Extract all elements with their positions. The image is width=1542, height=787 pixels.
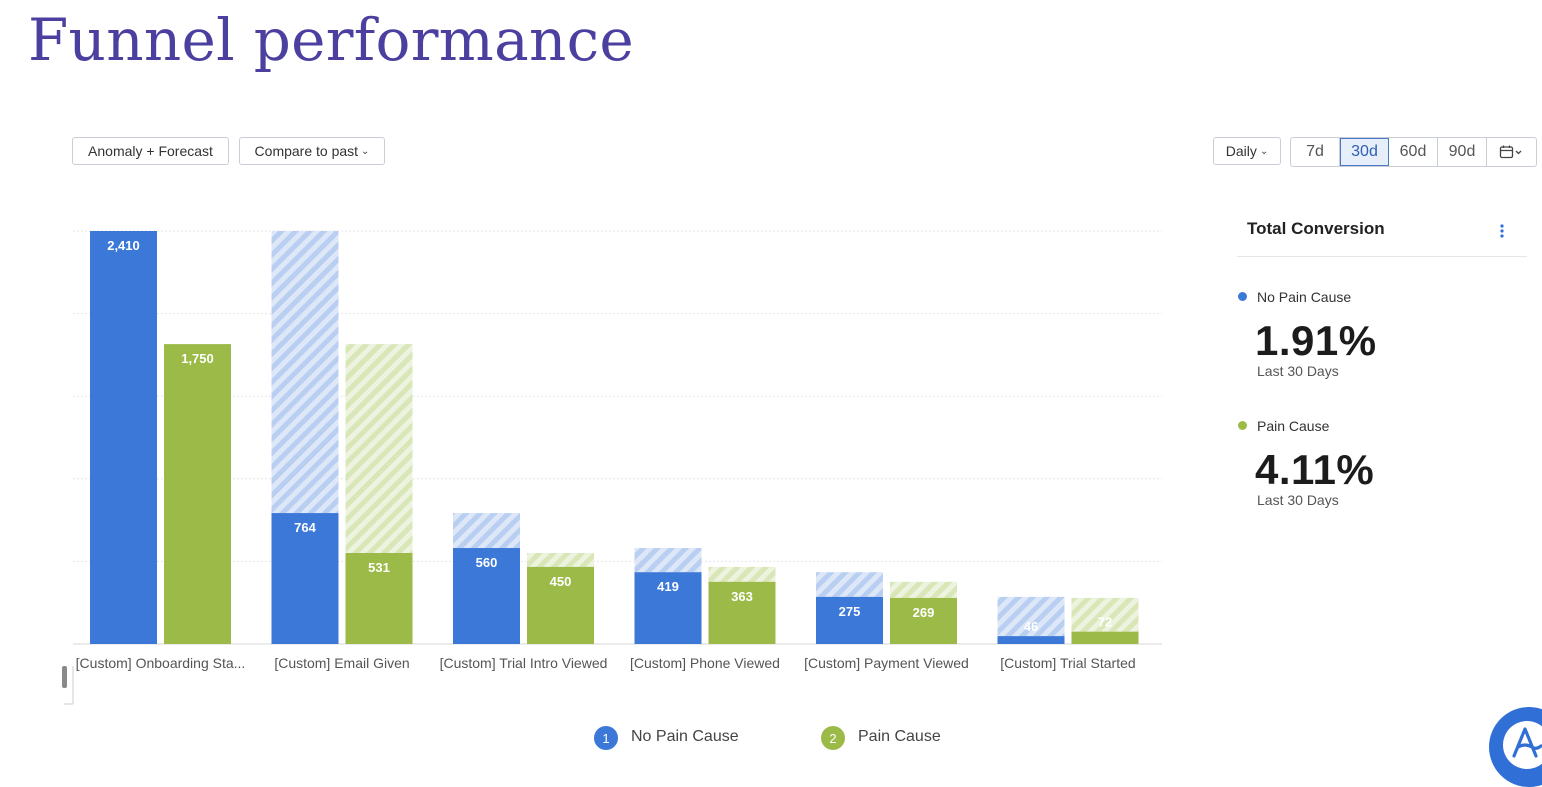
dropoff-bar-no-pain-cause[interactable] — [271, 231, 339, 514]
dropoff-bar-pain-cause[interactable] — [890, 581, 957, 598]
data-label: 560 — [476, 555, 498, 570]
metric-period-no-pain-cause: Last 30 Days — [1257, 363, 1339, 379]
bar-no-pain-cause[interactable] — [453, 548, 520, 644]
category-label: [Custom] Trial Intro Viewed — [440, 655, 608, 671]
bar-no-pain-cause[interactable] — [90, 231, 157, 644]
data-label: 450 — [550, 574, 572, 589]
dropoff-bar-pain-cause[interactable] — [1071, 597, 1139, 632]
legend-badge-pain-cause: 2 — [821, 726, 845, 750]
legend-badge-no-pain-cause: 1 — [594, 726, 618, 750]
chart-grid — [73, 230, 1162, 645]
data-label: 363 — [731, 589, 753, 604]
anomaly-forecast-label: Anomaly + Forecast — [88, 143, 213, 159]
compare-to-past-dropdown[interactable]: Compare to past ⌄ — [239, 137, 385, 165]
dropoff-bar-pain-cause[interactable] — [527, 553, 594, 567]
scroll-handle[interactable] — [62, 666, 74, 705]
chart-bars — [90, 231, 1139, 644]
bar-pain-cause[interactable] — [890, 597, 957, 644]
bar-pain-cause[interactable] — [1071, 631, 1139, 644]
bar-no-pain-cause[interactable] — [271, 513, 339, 644]
data-label: 275 — [839, 604, 861, 619]
bar-pain-cause[interactable] — [527, 566, 594, 644]
category-label: [Custom] Trial Started — [1000, 655, 1135, 671]
data-label: 531 — [368, 560, 390, 575]
metric-name-no-pain-cause: No Pain Cause — [1257, 289, 1352, 305]
more-options-icon[interactable] — [1494, 221, 1510, 241]
dropoff-bar-no-pain-cause[interactable] — [453, 513, 520, 549]
amplitude-logo-icon — [1503, 721, 1542, 769]
panel-divider — [1237, 256, 1527, 257]
bar-no-pain-cause[interactable] — [816, 596, 883, 644]
category-label: [Custom] Email Given — [274, 655, 409, 671]
calendar-picker-button[interactable] — [1487, 138, 1536, 166]
data-label: 72 — [1098, 615, 1112, 630]
date-range-selector: 7d 30d 60d 90d — [1290, 137, 1537, 167]
dropoff-bar-no-pain-cause[interactable] — [997, 596, 1065, 637]
metric-value-pain-cause: 4.11% — [1255, 446, 1375, 493]
metric-dot-no-pain-cause — [1238, 292, 1247, 301]
metric-period-pain-cause: Last 30 Days — [1257, 492, 1339, 508]
chevron-down-icon: ⌄ — [1259, 145, 1269, 157]
dropoff-bar-no-pain-cause[interactable] — [816, 572, 883, 597]
interval-label: Daily — [1225, 143, 1257, 159]
data-label: 269 — [913, 605, 935, 620]
metric-name-pain-cause: Pain Cause — [1257, 418, 1330, 434]
calendar-icon — [1499, 145, 1521, 159]
legend-label-pain-cause: Pain Cause — [858, 728, 941, 745]
dropoff-bar-pain-cause[interactable] — [708, 566, 776, 582]
anomaly-forecast-button[interactable]: Anomaly + Forecast — [72, 137, 229, 165]
category-label: [Custom] Onboarding Sta... — [76, 655, 246, 671]
data-label: 1,750 — [181, 351, 214, 366]
metric-dot-pain-cause — [1238, 421, 1247, 430]
range-60d[interactable]: 60d — [1389, 138, 1438, 166]
category-label: [Custom] Payment Viewed — [804, 655, 969, 671]
bar-no-pain-cause[interactable] — [997, 636, 1065, 644]
category-label: [Custom] Phone Viewed — [630, 655, 780, 671]
metric-value-no-pain-cause: 1.91% — [1255, 317, 1377, 364]
dropoff-bar-no-pain-cause[interactable] — [634, 548, 702, 573]
data-label: 2,410 — [107, 238, 140, 253]
legend-label-no-pain-cause: No Pain Cause — [631, 728, 739, 745]
range-7d[interactable]: 7d — [1291, 138, 1340, 166]
chart-labels: 2,410 1,750 [Custom] Onboarding Sta... 764 5… — [76, 238, 1136, 671]
bar-pain-cause[interactable] — [164, 344, 231, 644]
bar-pain-cause[interactable] — [708, 581, 776, 644]
range-90d[interactable]: 90d — [1438, 138, 1487, 166]
total-conversion-title: Total Conversion — [1247, 219, 1385, 238]
data-label: 419 — [657, 579, 679, 594]
chevron-down-icon: ⌄ — [361, 145, 370, 157]
page-title: Funnel performance — [28, 6, 635, 74]
bar-no-pain-cause[interactable] — [634, 572, 702, 644]
dropoff-bar-pain-cause[interactable] — [345, 344, 413, 554]
interval-dropdown[interactable]: Daily ⌄ — [1213, 137, 1281, 165]
data-label: 46 — [1024, 619, 1038, 634]
bar-pain-cause[interactable] — [345, 553, 413, 644]
data-label: 764 — [294, 520, 316, 535]
compare-to-past-label: Compare to past — [254, 143, 359, 159]
range-30d[interactable]: 30d — [1340, 138, 1389, 166]
